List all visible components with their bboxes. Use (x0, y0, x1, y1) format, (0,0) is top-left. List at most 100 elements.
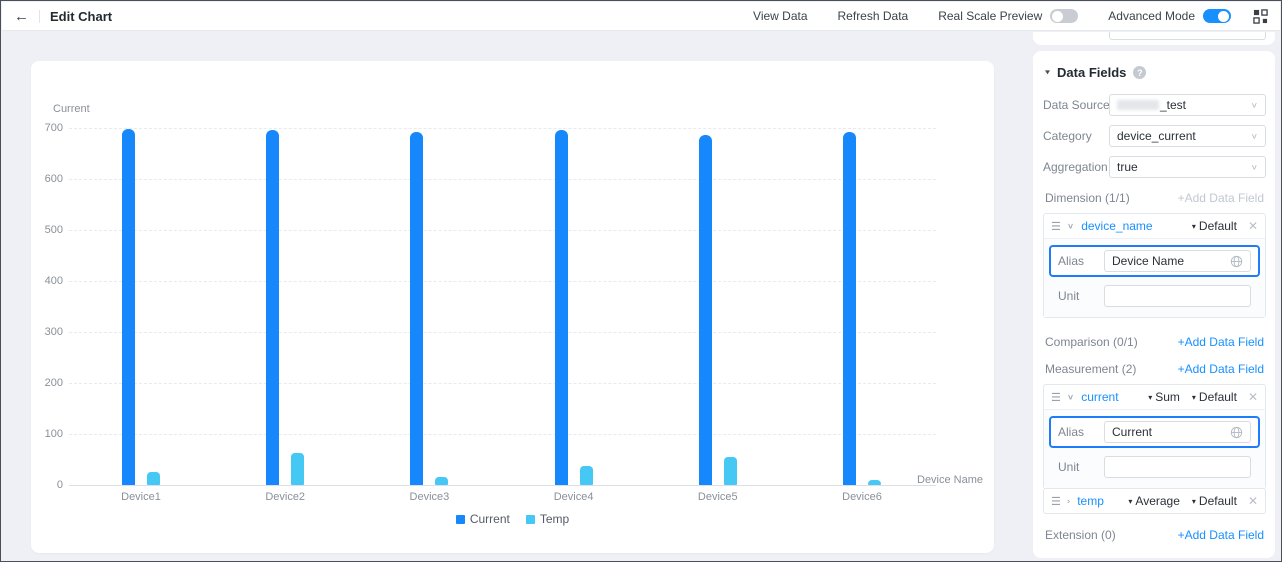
bar-temp-device4 (579, 465, 593, 485)
format-dropdown[interactable]: ▾ Default (1191, 390, 1237, 404)
unit-input[interactable] (1104, 456, 1251, 478)
chevron-down-icon[interactable]: ▾ (1045, 68, 1051, 77)
layout-grid-icon[interactable] (1253, 8, 1268, 24)
plot-area: 0 100 200 300 400 500 600 700 Device1 Device2 Devi… (31, 61, 994, 553)
y-axis-title: Current (53, 103, 90, 115)
extension-label: Extension (0) (1045, 528, 1116, 542)
x-tick-label: Device3 (409, 491, 450, 503)
bar-current-device6 (843, 131, 856, 485)
data-source-select[interactable]: _test ∨ (1109, 94, 1266, 116)
data-fields-panel: ▾ Data Fields ? Data Source... _test ∨ C… (1033, 51, 1275, 558)
field-name-device-name[interactable]: device_name (1081, 219, 1153, 233)
comparison-label: Comparison (0/1) (1045, 335, 1138, 349)
aggregation-select[interactable]: true ∨ (1109, 156, 1266, 178)
aggregation-label: Aggregation (1043, 160, 1108, 174)
real-scale-preview-toggle[interactable] (1050, 9, 1079, 23)
gridline (69, 434, 936, 435)
dimension-label: Dimension (1/1) (1045, 191, 1130, 205)
y-tick-label: 300 (44, 326, 63, 338)
y-tick-label: 100 (44, 428, 63, 440)
format-dropdown[interactable]: ▾ Default (1191, 219, 1237, 233)
real-scale-preview-label: Real Scale Preview (938, 9, 1043, 23)
alias-label: Alias (1058, 425, 1085, 439)
measurement-field-card-temp: ☰ › temp ▾ Average ▾ Default ✕ (1043, 488, 1266, 514)
current-field-body: Alias Current Unit (1044, 409, 1265, 488)
legend-swatch (455, 514, 465, 524)
cut-off-input[interactable] (1109, 32, 1266, 40)
remove-field-icon[interactable]: ✕ (1247, 494, 1258, 508)
unit-label: Unit (1058, 460, 1080, 474)
alias-row-highlighted: Alias Device Name (1049, 245, 1260, 277)
legend-swatch (525, 514, 535, 524)
collapse-icon[interactable]: ∨ (1066, 221, 1075, 231)
bar-temp-device1 (147, 471, 160, 485)
temp-field-header: ☰ › temp ▾ Average ▾ Default ✕ (1044, 489, 1265, 513)
add-comparison-link[interactable]: +Add Data Field (1177, 335, 1264, 349)
add-extension-link[interactable]: +Add Data Field (1177, 528, 1264, 542)
add-dimension-link: +Add Data Field (1177, 191, 1264, 205)
data-source-label: Data Source... (1043, 98, 1109, 112)
back-icon[interactable]: ← (14, 7, 29, 25)
y-tick-label: 200 (44, 377, 63, 389)
y-tick-label: 700 (44, 122, 63, 134)
legend-item-current[interactable]: Current (455, 512, 510, 526)
globe-icon[interactable] (1230, 426, 1243, 439)
top-bar: ← Edit Chart View Data Refresh Data Real… (2, 2, 1280, 31)
view-data-button[interactable]: View Data (753, 9, 808, 23)
legend-label: Temp (539, 512, 570, 526)
advanced-mode-label: Advanced Mode (1108, 9, 1195, 23)
expand-icon[interactable]: › (1066, 496, 1071, 506)
alias-input[interactable]: Current (1104, 421, 1251, 443)
unit-label: Unit (1058, 289, 1080, 303)
gridline (69, 383, 936, 384)
gridline (69, 485, 936, 486)
y-tick-label: 600 (44, 173, 63, 185)
bar-current-device4 (554, 130, 568, 485)
globe-icon[interactable] (1230, 255, 1243, 268)
remove-field-icon[interactable]: ✕ (1247, 219, 1258, 233)
legend-label: Current (469, 512, 510, 526)
y-tick-label: 500 (44, 224, 63, 236)
gridline (69, 128, 936, 129)
y-tick-label: 400 (44, 275, 63, 287)
x-axis-title: Device Name (917, 474, 984, 486)
collapse-icon[interactable]: ∨ (1066, 392, 1075, 402)
advanced-mode-toggle[interactable] (1203, 9, 1231, 23)
format-dropdown[interactable]: ▾ Default (1191, 494, 1237, 508)
remove-field-icon[interactable]: ✕ (1247, 390, 1258, 404)
category-select[interactable]: device_current ∨ (1109, 125, 1266, 147)
aggregation-dropdown[interactable]: ▾ Average (1128, 494, 1180, 508)
alias-input[interactable]: Device Name (1104, 250, 1251, 272)
dimension-field-body: Alias Device Name Unit (1044, 238, 1265, 317)
bar-temp-device5 (723, 456, 737, 485)
x-tick-label: Device1 (121, 491, 161, 503)
measurement-field-card-current: ☰ ∨ current ▾ Sum ▾ Default ✕ Alias Curren… (1043, 384, 1266, 489)
refresh-data-button[interactable]: Refresh Data (837, 9, 909, 23)
data-fields-title: Data Fields (1057, 65, 1127, 80)
measurement-label: Measurement (2) (1045, 362, 1137, 376)
drag-handle-icon[interactable]: ☰ (1051, 495, 1061, 508)
add-measurement-link[interactable]: +Add Data Field (1177, 362, 1264, 376)
field-name-current[interactable]: current (1081, 390, 1119, 404)
gridline (69, 179, 936, 180)
chart-legend: Current Temp (31, 512, 994, 526)
bar-temp-device6 (868, 479, 881, 485)
unit-row: Unit (1049, 283, 1260, 309)
data-fields-header[interactable]: ▾ Data Fields ? (1045, 65, 1266, 80)
panel-partial-card (1033, 32, 1275, 45)
drag-handle-icon[interactable]: ☰ (1051, 391, 1061, 404)
divider (39, 9, 40, 23)
unit-row: Unit (1049, 454, 1260, 480)
field-name-temp[interactable]: temp (1077, 494, 1104, 508)
dimension-field-card: ☰ ∨ device_name ▾ Default ✕ Alias Device … (1043, 213, 1266, 318)
x-tick-label: Device4 (553, 491, 594, 503)
x-tick-label: Device2 (265, 491, 306, 503)
drag-handle-icon[interactable]: ☰ (1051, 220, 1061, 233)
unit-input[interactable] (1104, 285, 1251, 307)
legend-item-temp[interactable]: Temp (525, 512, 570, 526)
help-icon[interactable]: ? (1133, 66, 1147, 79)
aggregation-dropdown[interactable]: ▾ Sum (1148, 390, 1180, 404)
current-field-header: ☰ ∨ current ▾ Sum ▾ Default ✕ (1044, 385, 1265, 409)
y-tick-label: 0 (56, 479, 63, 491)
